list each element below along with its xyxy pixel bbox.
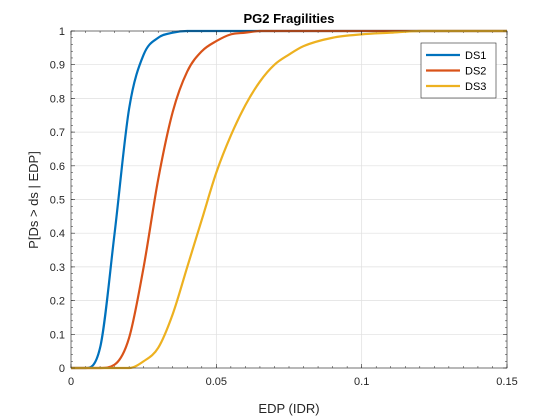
x-tick-label: 0.15: [496, 376, 517, 388]
y-tick-label: 0.5: [50, 195, 65, 207]
legend-label-ds3: DS3: [465, 81, 486, 93]
x-tick-label: 0.1: [354, 376, 369, 388]
y-tick-label: 0: [59, 363, 65, 375]
y-ticks: 0 0.1 0.2 0.3 0.4 0.5 0.6 0.7 0.8 0.9 1: [50, 26, 507, 375]
y-tick-label: 0.2: [50, 296, 65, 308]
chart-title: PG2 Fragilities: [243, 11, 334, 26]
y-tick-label: 0.6: [50, 161, 65, 173]
y-axis-label: P[Ds > ds | EDP]: [26, 151, 41, 249]
legend: DS1 DS2 DS3: [420, 42, 497, 99]
x-tick-label: 0.05: [206, 376, 227, 388]
y-tick-label: 0.9: [50, 60, 65, 72]
y-tick-label: 0.8: [50, 93, 65, 105]
legend-label-ds1: DS1: [465, 50, 486, 62]
y-tick-label: 0.4: [50, 228, 65, 240]
x-tick-label: 0: [68, 376, 74, 388]
x-axis-label: EDP (IDR): [258, 401, 319, 416]
y-tick-label: 0.3: [50, 262, 65, 274]
y-tick-label: 1: [59, 26, 65, 38]
legend-label-ds2: DS2: [465, 66, 486, 78]
x-ticks: 0 0.05 0.1 0.15: [68, 31, 518, 388]
y-tick-label: 0.1: [50, 329, 65, 341]
y-tick-label: 0.7: [50, 127, 65, 139]
